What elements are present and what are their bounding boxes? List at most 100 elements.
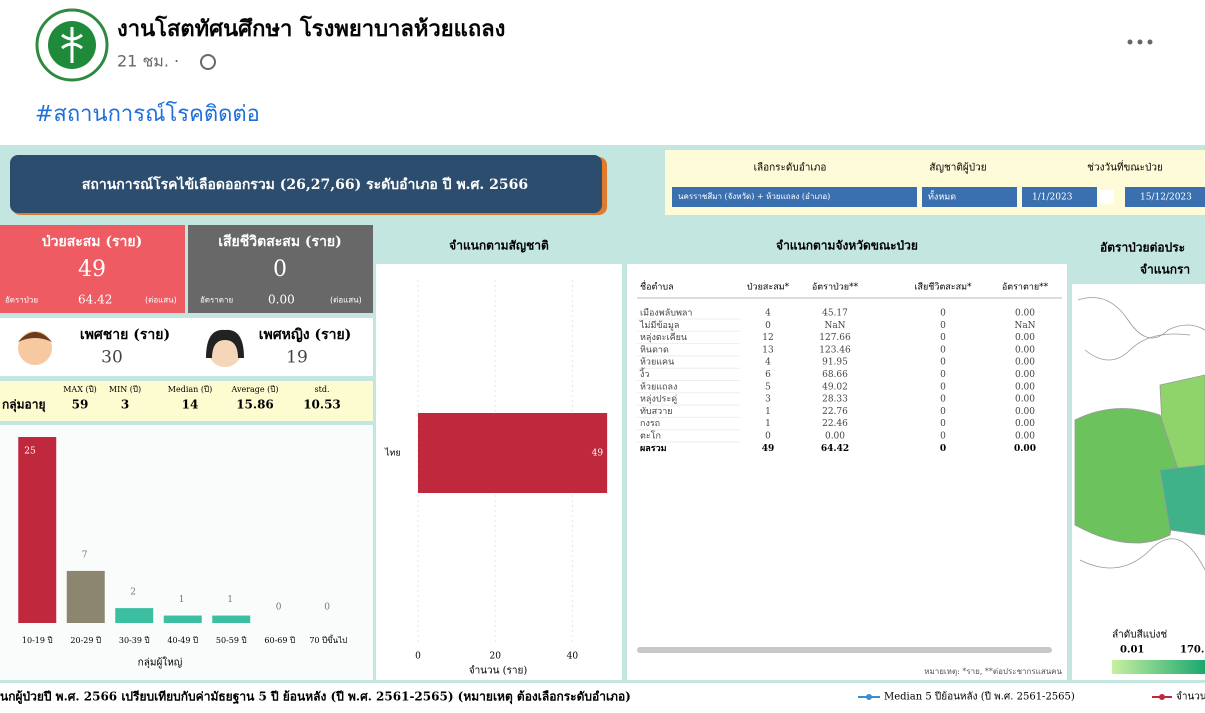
- card-label: ป่วยสะสม (ราย): [42, 234, 143, 250]
- rate-label: อัตราตาย: [200, 296, 233, 305]
- male-hair: [18, 332, 52, 342]
- female-hair: [206, 329, 244, 358]
- post-time[interactable]: 21 ชม. ·: [117, 52, 179, 71]
- cell: กงรถ: [640, 419, 660, 429]
- date-input[interactable]: [1125, 187, 1205, 207]
- hashtag[interactable]: #สถานการณ์โรคติดต่อ: [35, 101, 260, 127]
- dropdown-value[interactable]: ทั้งหมด: [928, 190, 956, 203]
- cell: 0.00: [1015, 419, 1035, 429]
- cell: 3: [765, 395, 771, 405]
- footer: [0, 683, 1205, 713]
- stat-value: 59: [72, 398, 89, 412]
- panel-title: จำแนกตามสัญชาติ: [449, 239, 549, 253]
- cell: 0.00: [1015, 358, 1035, 368]
- value-label: 1: [179, 595, 185, 605]
- x-tick-label: 20-29 ปี: [70, 636, 101, 645]
- x-axis-title: กลุ่มผู้ใหญ่: [138, 657, 183, 669]
- footer-text: นกผู้ป่วยปี พ.ศ. 2566 เปรียบเทียบกับค่าม…: [0, 690, 631, 705]
- nationality-chart: 0 20 40 49 ไทย: [384, 280, 608, 662]
- cell: 0.00: [1015, 432, 1035, 442]
- map-legend-min: 0.01: [1120, 645, 1144, 656]
- cell: 22.76: [822, 407, 848, 417]
- value-label: 25: [24, 447, 36, 457]
- cell: งิ้ว: [639, 367, 649, 380]
- cell: 127.66: [819, 333, 851, 343]
- more-menu[interactable]: [1127, 39, 1153, 45]
- cell: หลุ่งประดู่: [640, 395, 677, 405]
- cases-card: [0, 225, 185, 313]
- scrollbar[interactable]: [637, 647, 1052, 653]
- column-header: ชื่อตำบล: [640, 280, 674, 293]
- age-stats: MAX (ปี) 59 MIN (ปี) 3 Median (ปี) 14 Average …: [63, 385, 341, 412]
- map-title: จำแนกรา: [1140, 263, 1190, 277]
- cell: หลุ่งตะเคียน: [640, 332, 687, 343]
- cell: 0: [940, 382, 946, 392]
- cell: 5: [765, 382, 771, 392]
- bar: [115, 608, 154, 623]
- map-legend-title: ลำดับสีแบ่งช่: [1112, 629, 1167, 641]
- cell: 0.00: [1015, 345, 1035, 355]
- cell: 0.00: [1015, 395, 1035, 405]
- cell: 91.95: [822, 358, 848, 368]
- filter-label: สัญชาติผู้ป่วย: [929, 162, 986, 174]
- age-chart-panel: [0, 425, 373, 680]
- dropdown-value[interactable]: นครราชสีมา (จังหวัด) + ห้วยแถลง (อำเภอ): [678, 192, 830, 201]
- total-cell: 49: [762, 444, 775, 454]
- cell: ไม่มีข้อมูล: [639, 320, 679, 331]
- female-label: เพศหญิง (ราย): [259, 327, 352, 343]
- cell: 0: [940, 419, 946, 429]
- cell: 0: [765, 432, 771, 442]
- date-start[interactable]: 1/1/2023: [1032, 193, 1073, 203]
- panel-header: [1072, 228, 1205, 284]
- panel-header: [376, 228, 622, 264]
- dropdown[interactable]: [922, 187, 1017, 207]
- card-value: 0: [273, 257, 287, 282]
- card-value: 49: [78, 257, 106, 282]
- cell: ทับสวาย: [640, 407, 673, 417]
- table-panel: [627, 228, 1067, 680]
- cell: 0: [940, 370, 946, 380]
- cell: 0.00: [1015, 382, 1035, 392]
- stat-label: std.: [315, 385, 330, 394]
- legend-label: จำนวน: [1176, 692, 1205, 703]
- total-cell: 64.42: [821, 444, 849, 454]
- cell: 0: [940, 407, 946, 417]
- stat-label: Average (ปี): [230, 385, 278, 394]
- x-tick-label: 30-39 ปี: [119, 636, 150, 645]
- cell: 13: [762, 345, 774, 355]
- cell: 0.00: [1015, 309, 1035, 319]
- stat-label: MAX (ปี): [63, 385, 97, 394]
- card-label: เสียชีวิตสะสม (ราย): [218, 234, 342, 250]
- cell: ตะโก: [640, 431, 661, 442]
- date-end[interactable]: 15/12/2023: [1140, 193, 1192, 203]
- cell: 0: [765, 321, 771, 331]
- cell: 0.00: [825, 432, 845, 442]
- value-label: 7: [82, 550, 88, 560]
- author[interactable]: งานโสตทัศนศึกษา โรงพยาบาลห้วยแถลง: [117, 15, 505, 42]
- gender-panel: [0, 318, 373, 376]
- deaths-card: [188, 225, 373, 313]
- rate-unit: (ต่อแสน): [145, 296, 177, 305]
- legend-label: Median 5 ปีย้อนหลัง (ปี พ.ศ. 2561-2565): [884, 691, 1075, 703]
- x-axis-title: จำนวน (ราย): [469, 666, 528, 677]
- rate-label: อัตราป่วย: [5, 296, 38, 305]
- value-label: 2: [130, 588, 136, 598]
- cell: 45.17: [822, 309, 848, 319]
- calendar-icon[interactable]: [1100, 190, 1114, 204]
- map-legend-scale: [1112, 660, 1205, 674]
- age-stats-panel: [0, 381, 373, 421]
- map-legend-max: 170.: [1180, 645, 1204, 656]
- stat-label: Median (ปี): [168, 385, 212, 394]
- x-tick-label: 40: [567, 652, 579, 662]
- globe-icon: [200, 54, 216, 70]
- table-note: หมายเหตุ: *ราย, **ต่อประชากรแสนคน: [924, 667, 1062, 676]
- age-stats-label: กลุ่มอายุ: [2, 398, 46, 413]
- total-cell: 0: [940, 444, 946, 454]
- map: [1074, 297, 1205, 571]
- cell: ห้วยแถลง: [640, 381, 677, 392]
- dropdown[interactable]: [672, 187, 917, 207]
- bar: [212, 615, 251, 623]
- date-input[interactable]: [1022, 187, 1097, 207]
- cell: 1: [765, 407, 771, 417]
- cell: 0: [940, 321, 946, 331]
